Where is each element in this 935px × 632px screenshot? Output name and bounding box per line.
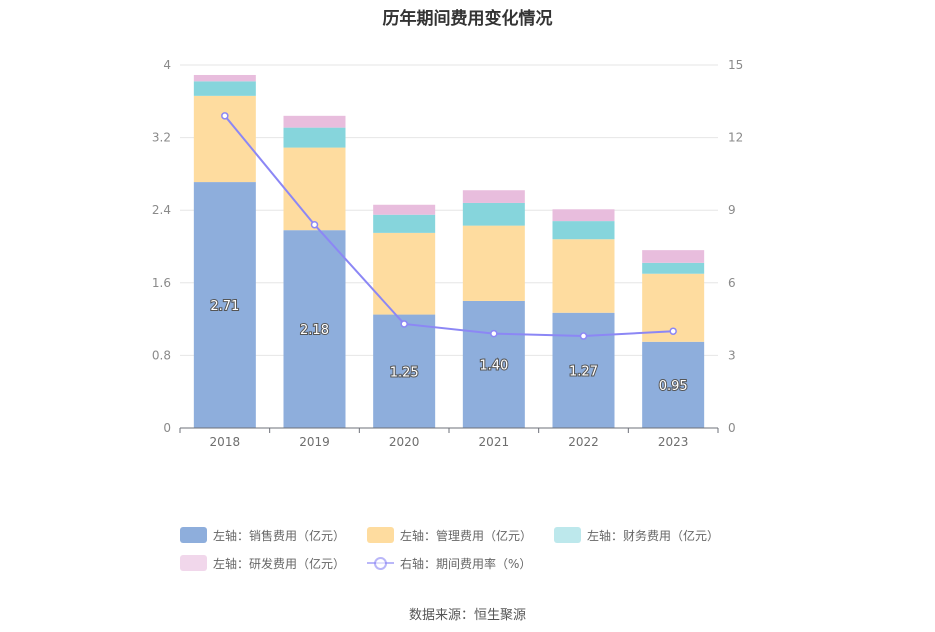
legend: 左轴：销售费用（亿元） 左轴：管理费用（亿元） 左轴：财务费用（亿元） 左轴：研… xyxy=(180,521,780,577)
bar-segment xyxy=(462,202,525,226)
x-axis-tick: 2019 xyxy=(299,435,330,449)
left-axis-tick: 2.4 xyxy=(152,203,171,217)
bar-segment xyxy=(193,95,256,183)
left-axis-tick: 4 xyxy=(163,58,171,72)
gridlines xyxy=(180,64,718,356)
bar-segment xyxy=(462,190,525,203)
left-axis-tick: 0.8 xyxy=(152,348,171,362)
line-series xyxy=(221,112,677,340)
bar-segment xyxy=(373,232,436,315)
bar-segment xyxy=(462,225,525,301)
bar-data-label: 2.71 xyxy=(210,299,239,314)
legend-item-admin[interactable]: 左轴：管理费用（亿元） xyxy=(367,527,532,544)
source-note: 数据来源：恒生聚源 xyxy=(408,608,526,623)
rate-point xyxy=(579,332,588,340)
chart-plot: 0 0.8 1.6 2.4 3.2 4 0 3 6 9 12 15 2018 2019 2020 2021 20… xyxy=(152,58,743,449)
legend-swatch-admin xyxy=(367,527,395,543)
bar-segment xyxy=(193,81,256,96)
bar-segment xyxy=(283,147,346,231)
legend-item-finance[interactable]: 左轴：财务费用（亿元） xyxy=(554,527,719,544)
rate-line xyxy=(224,115,674,338)
bar-segment xyxy=(283,230,346,428)
bar-segment xyxy=(642,341,705,428)
bar-segment xyxy=(373,214,436,233)
legend-label-admin: 左轴：管理费用（亿元） xyxy=(400,528,533,543)
bar-data-label: 0.95 xyxy=(659,379,688,394)
legend-row-2: 左轴：研发费用（亿元） 右轴：期间费用率（%） xyxy=(180,549,780,577)
left-axis-tick: 0 xyxy=(163,421,171,435)
legend-item-sales[interactable]: 左轴：销售费用（亿元） xyxy=(180,527,345,544)
rate-point xyxy=(221,112,229,120)
x-axis-tick: 2018 xyxy=(210,435,241,449)
legend-line-icon xyxy=(367,555,395,571)
bar-segment xyxy=(462,300,525,428)
bar-segment xyxy=(552,312,615,428)
legend-label-finance: 左轴：财务费用（亿元） xyxy=(587,528,720,543)
right-axis-tick: 6 xyxy=(728,276,736,290)
legend-row-1: 左轴：销售费用（亿元） 左轴：管理费用（亿元） 左轴：财务费用（亿元） xyxy=(180,521,780,549)
legend-item-rd[interactable]: 左轴：研发费用（亿元） xyxy=(180,555,345,572)
rate-point xyxy=(669,327,677,335)
bar-series xyxy=(193,74,705,428)
bar-data-label: 2.18 xyxy=(300,323,329,338)
rate-point xyxy=(400,320,408,328)
bar-segment xyxy=(552,209,615,222)
chart-title: 历年期间费用变化情况 xyxy=(382,9,553,29)
bar-segment xyxy=(283,115,346,128)
rate-point xyxy=(310,220,319,229)
bar-segment xyxy=(552,221,615,240)
bar-segment xyxy=(552,239,615,313)
bar-segment xyxy=(373,314,436,428)
legend-item-rate[interactable]: 右轴：期间费用率（%） xyxy=(367,555,531,572)
legend-swatch-sales xyxy=(180,527,207,543)
rate-point xyxy=(490,329,498,338)
x-axis-tick: 2021 xyxy=(479,435,510,449)
bar-data-label: 1.27 xyxy=(569,364,598,379)
axes: 0 0.8 1.6 2.4 3.2 4 0 3 6 9 12 15 2018 2019 2020 2021 20… xyxy=(152,58,743,449)
legend-swatch-finance xyxy=(554,527,582,543)
bar-segment xyxy=(642,250,705,263)
bar-segment xyxy=(642,262,705,274)
legend-label-sales: 左轴：销售费用（亿元） xyxy=(213,528,346,543)
bar-data-label: 1.25 xyxy=(390,365,419,380)
right-axis-tick: 12 xyxy=(728,131,743,145)
legend-label-rate: 右轴：期间费用率（%） xyxy=(400,556,532,571)
data-labels: 2.71 2.18 1.25 1.40 1.27 0.95 xyxy=(209,298,688,395)
right-axis-tick: 3 xyxy=(728,348,736,362)
x-axis-tick: 2022 xyxy=(568,435,599,449)
legend-label-rd: 左轴：研发费用（亿元） xyxy=(213,556,346,571)
bar-segment xyxy=(373,204,436,215)
left-axis-tick: 3.2 xyxy=(152,131,171,145)
right-axis-tick: 9 xyxy=(728,203,736,217)
bar-segment xyxy=(283,127,346,148)
bar-data-label: 1.40 xyxy=(479,358,508,373)
left-axis-tick: 1.6 xyxy=(152,276,171,290)
legend-swatch-rd xyxy=(180,555,207,571)
bar-segment xyxy=(193,182,256,428)
x-axis-tick: 2023 xyxy=(658,435,689,449)
x-axis-tick: 2020 xyxy=(389,435,420,449)
right-axis-tick: 0 xyxy=(728,421,736,435)
bar-segment xyxy=(193,74,256,82)
right-axis-tick: 15 xyxy=(728,58,743,72)
